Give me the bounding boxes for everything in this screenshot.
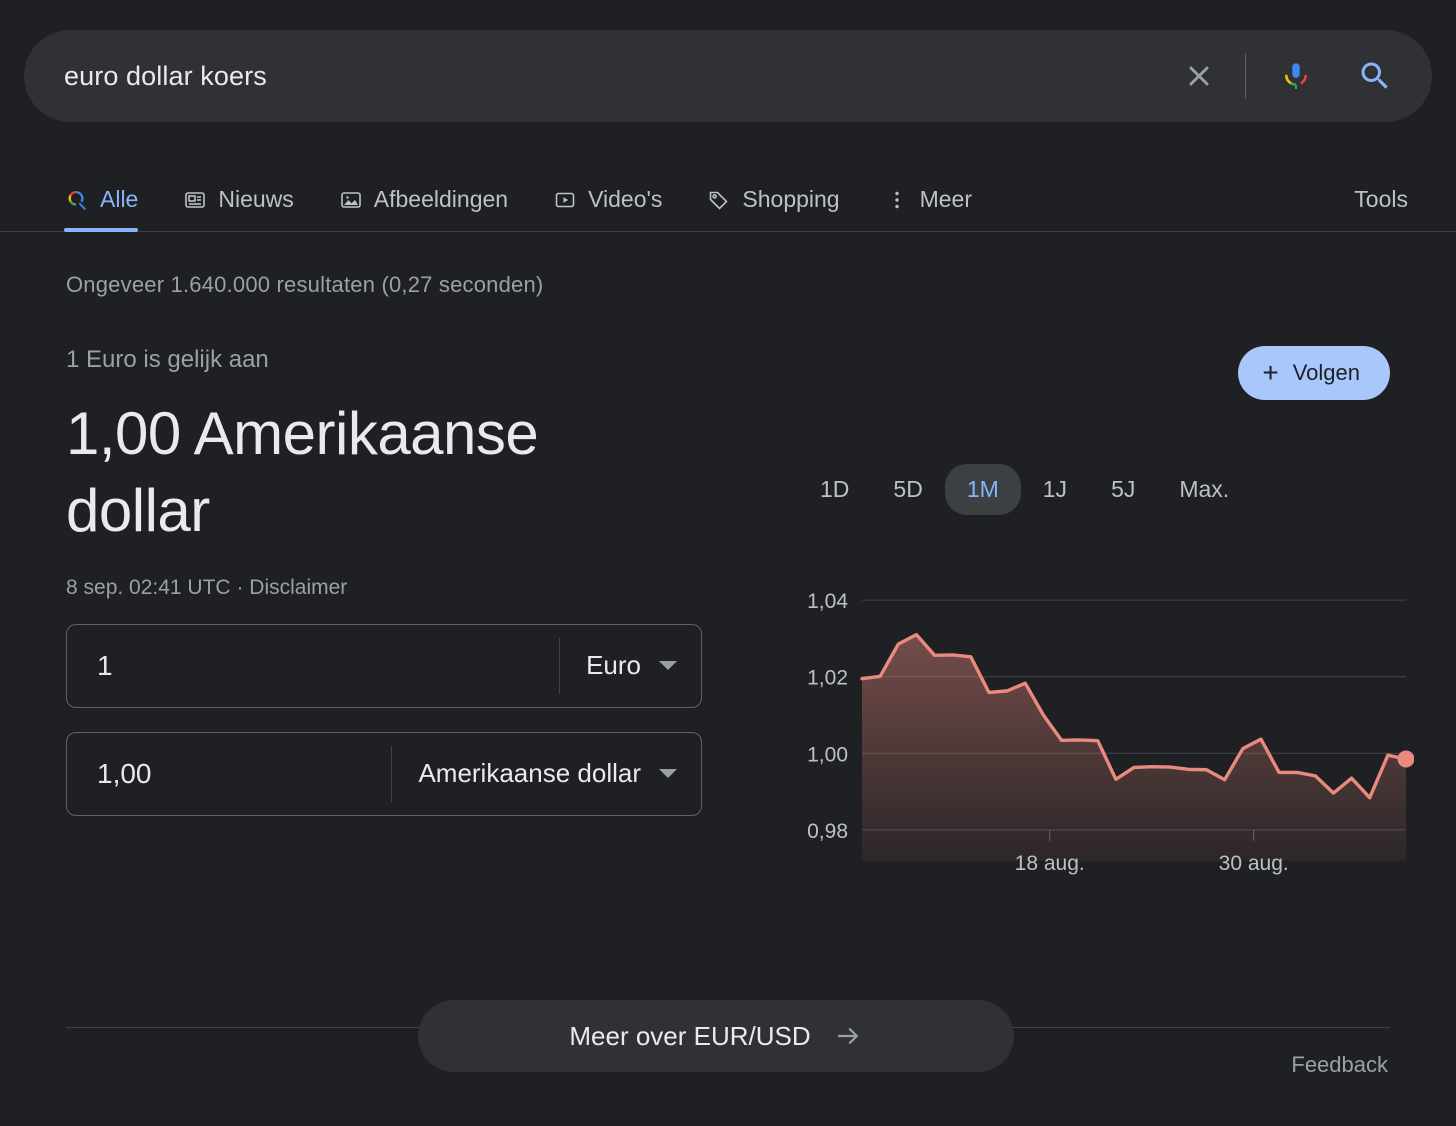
field-divider <box>559 637 561 694</box>
close-icon[interactable] <box>1177 54 1221 98</box>
feedback-link[interactable]: Feedback <box>1291 1052 1388 1077</box>
exchange-rate-chart[interactable]: 1,04 1,02 1,00 0,98 18 aug. 30 aug. <box>794 557 1415 912</box>
nav-tabs: Alle Nieuws Afbeeldingen <box>24 186 1354 232</box>
converter-amount: 1,00 Amerikaanse dollar <box>66 400 539 544</box>
microphone-icon[interactable] <box>1274 54 1318 98</box>
chevron-down-icon <box>659 769 677 779</box>
image-icon <box>338 187 364 213</box>
range-tab-5d[interactable]: 5D <box>893 476 923 502</box>
tab-videos[interactable]: Video's <box>530 186 684 231</box>
amount-to-input[interactable]: 1,00 <box>97 757 152 789</box>
svg-text:0,98: 0,98 <box>807 820 848 843</box>
video-icon <box>552 187 578 213</box>
amount-to-field[interactable]: 1,00 Amerikaanse dollar <box>66 731 702 816</box>
result-stats: Ongeveer 1.640.000 resultaten (0,27 seco… <box>66 272 544 297</box>
more-button-label: Meer over EUR/USD <box>569 1020 811 1051</box>
range-tab-1m[interactable]: 1M <box>944 464 1021 515</box>
google-search-icon <box>64 187 90 213</box>
search-divider <box>1245 53 1246 99</box>
search-bar[interactable]: euro dollar koers <box>24 30 1432 122</box>
field-divider <box>391 745 393 802</box>
converter-timestamp-row: 8 sep. 02:41 UTC · Disclaimer <box>66 576 714 600</box>
follow-button-label: Volgen <box>1292 360 1360 385</box>
search-icon[interactable] <box>1352 53 1398 99</box>
arrow-right-icon <box>833 1021 863 1051</box>
currency-from-select[interactable]: Euro <box>560 650 701 681</box>
converter-timestamp: 8 sep. 02:41 UTC <box>66 575 231 599</box>
disclaimer-link[interactable]: Disclaimer <box>249 575 348 599</box>
tab-shopping[interactable]: Shopping <box>684 186 861 231</box>
currency-from-label: Euro <box>586 650 641 681</box>
tab-label: Nieuws <box>218 186 294 212</box>
chart-range-tabs: 1D 5D 1M 1J 5J Max. <box>798 464 1414 515</box>
svg-text:1,04: 1,04 <box>807 590 848 613</box>
tab-meer[interactable]: Meer <box>862 186 994 231</box>
range-tab-1d[interactable]: 1D <box>820 476 850 502</box>
chevron-down-icon <box>659 661 677 671</box>
range-tab-5j[interactable]: 5J <box>1111 476 1136 502</box>
tab-label: Video's <box>588 186 663 212</box>
amount-from-field[interactable]: 1 Euro <box>66 623 702 708</box>
more-about-eurusd-button[interactable]: Meer over EUR/USD <box>418 1000 1014 1072</box>
amount-from-input[interactable]: 1 <box>97 649 113 681</box>
currency-to-select[interactable]: Amerikaanse dollar <box>392 758 701 789</box>
converter-left-column: 1 Euro is gelijk aan 1,00 Amerikaanse do… <box>24 346 714 816</box>
news-icon <box>182 187 208 213</box>
chart-column: 1D 5D 1M 1J 5J Max. 1,04 1,02 1,00 0,98 18 a… <box>794 464 1415 912</box>
tag-icon <box>706 187 732 213</box>
tab-afbeeldingen[interactable]: Afbeeldingen <box>316 186 530 231</box>
tab-label: Shopping <box>742 186 840 212</box>
search-bar-container: euro dollar koers <box>0 0 1456 122</box>
converter-intro: 1 Euro is gelijk aan <box>66 346 269 373</box>
range-tab-1j[interactable]: 1J <box>1042 476 1068 502</box>
tab-label: Afbeeldingen <box>373 186 509 212</box>
range-tab-max[interactable]: Max. <box>1179 476 1230 502</box>
currency-to-label: Amerikaanse dollar <box>418 758 641 789</box>
svg-text:1,02: 1,02 <box>807 667 848 690</box>
plus-icon: + <box>1262 357 1279 388</box>
tab-alle[interactable]: Alle <box>24 186 160 232</box>
svg-text:1,00: 1,00 <box>807 743 848 766</box>
follow-button[interactable]: + Volgen <box>1238 346 1390 400</box>
tab-label: Meer <box>919 186 972 212</box>
more-vertical-icon <box>884 187 910 213</box>
tab-label: Alle <box>100 186 139 212</box>
search-input[interactable]: euro dollar koers <box>64 60 267 91</box>
currency-converter-card: + Volgen 1 Euro is gelijk aan 1,00 Ameri… <box>0 346 1456 875</box>
timestamp-separator: · <box>236 575 244 599</box>
tools-button[interactable]: Tools <box>1354 186 1408 212</box>
nav-tabs-bar: Alle Nieuws Afbeeldingen <box>0 160 1456 232</box>
tab-nieuws[interactable]: Nieuws <box>160 186 315 231</box>
